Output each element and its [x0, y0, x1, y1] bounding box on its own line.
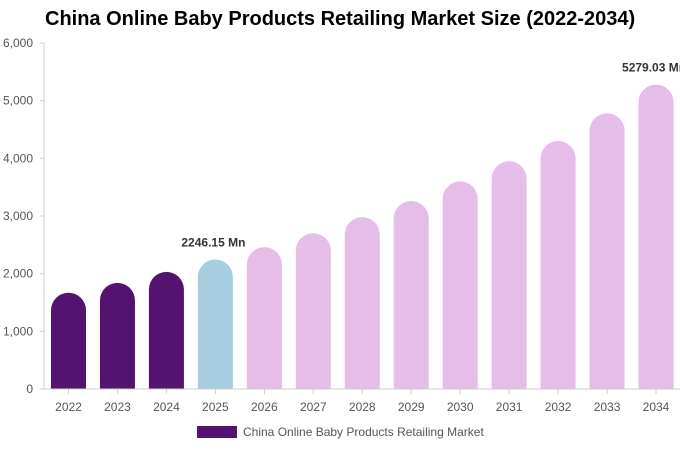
bar-2028 [344, 217, 380, 389]
x-tick-label: 2026 [251, 400, 278, 414]
y-tick-label: 2,000 [3, 267, 33, 281]
bar-2031 [491, 161, 527, 389]
x-tick-label: 2032 [545, 400, 572, 414]
y-tick-label: 6,000 [3, 36, 33, 50]
legend-swatch [197, 426, 237, 438]
chart-title: China Online Baby Products Retailing Mar… [45, 8, 636, 30]
y-tick-label: 1,000 [3, 324, 33, 338]
bar-2032 [540, 141, 576, 389]
bar-2034 [638, 84, 674, 390]
y-tick-label: 3,000 [3, 209, 33, 223]
x-tick-label: 2024 [153, 400, 180, 414]
x-tick-label: 2023 [104, 400, 131, 414]
x-axis: 2022 2023 2024 2025 2026 2027 2028 2029 2030 2031… [44, 388, 680, 414]
legend: China Online Baby Products Retailing Mar… [197, 425, 484, 439]
y-tick-label: 5,000 [3, 94, 33, 108]
x-tick-label: 2028 [349, 400, 376, 414]
x-tick-label: 2022 [55, 400, 82, 414]
bar-2029 [393, 201, 429, 389]
x-tick-label: 2034 [643, 400, 670, 414]
legend-label: China Online Baby Products Retailing Mar… [243, 425, 484, 439]
x-tick-label: 2027 [300, 400, 327, 414]
bar-2024 [148, 271, 184, 389]
bars [51, 84, 674, 390]
bar-2025 [197, 259, 233, 389]
bar-2023 [99, 282, 135, 389]
y-tick-label: 0 [26, 382, 33, 396]
data-label-2025: 2246.15 Mn [181, 235, 245, 249]
x-tick-label: 2030 [447, 400, 474, 414]
x-tick-label: 2033 [594, 400, 621, 414]
bar-2027 [295, 233, 331, 389]
y-tick-label: 4,000 [3, 151, 33, 165]
bar-2030 [442, 181, 478, 389]
x-tick-label: 2029 [398, 400, 425, 414]
y-axis: 0 1,000 2,000 3,000 4,000 5,000 6,000 [3, 36, 45, 396]
bar-2022 [51, 292, 86, 389]
bar-2026 [246, 247, 282, 389]
data-label-2034: 5279.03 Mn [622, 61, 680, 75]
bar-2033 [589, 113, 625, 390]
x-tick-label: 2025 [202, 400, 229, 414]
x-tick-label: 2031 [496, 400, 523, 414]
data-labels: 2246.15 Mn 5279.03 Mn [181, 61, 680, 250]
